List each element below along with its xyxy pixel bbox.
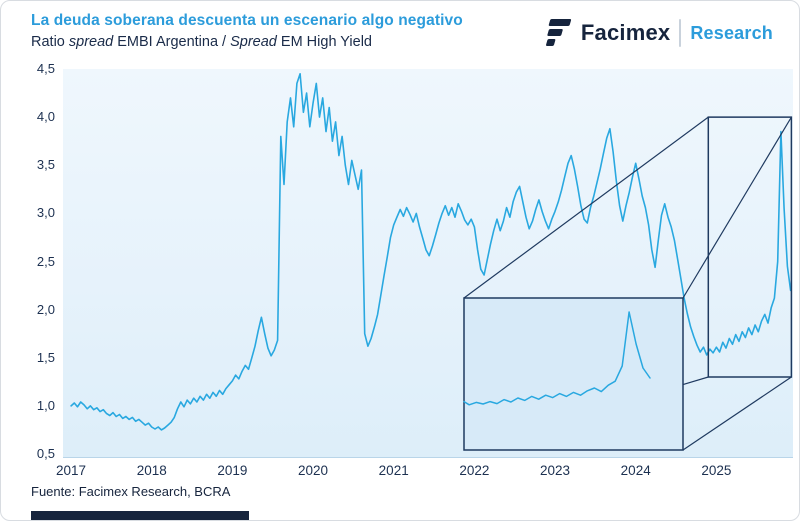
footer-accent-bar	[31, 511, 249, 520]
y-axis-tick-label: 1,0	[36, 397, 55, 413]
zoom-connector-line	[682, 376, 792, 451]
logo-division-text: Research	[690, 22, 773, 43]
subtitle-part: EMBI Argentina /	[113, 34, 231, 50]
x-axis-tick-label: 2025	[701, 463, 732, 478]
logo-divider	[679, 19, 682, 47]
ratio-line	[70, 73, 792, 431]
zoom-inset-box	[463, 297, 684, 451]
x-axis-tick-label: 2024	[620, 463, 651, 478]
subtitle-part: Ratio	[31, 34, 69, 50]
chart-canvas	[70, 73, 793, 451]
y-axis-tick-label: 4,0	[36, 109, 55, 125]
y-axis-tick-label: 2,5	[36, 253, 55, 269]
y-axis-tick-label: 4,5	[36, 61, 55, 76]
y-axis-tick-label: 2,0	[36, 301, 55, 317]
subtitle-part: Spread	[230, 34, 277, 50]
x-axis-tick-label: 2023	[540, 463, 571, 478]
x-axis-tick-label: 2021	[378, 463, 409, 478]
y-axis-tick-label: 3,0	[36, 205, 55, 221]
x-axis-tick-label: 2017	[56, 463, 87, 478]
y-axis-tick-label: 3,5	[36, 157, 55, 173]
facimex-logo-icon	[545, 19, 571, 46]
subtitle-part: spread	[68, 34, 114, 50]
subtitle-part: EM High Yield	[276, 34, 372, 50]
x-axis-tick-label: 2022	[459, 463, 490, 478]
source-note: Fuente: Facimex Research, BCRA	[31, 484, 231, 499]
facimex-logo: Facimex Research	[538, 17, 773, 49]
zoom-region-rect	[707, 116, 793, 378]
zoom-connector-line	[682, 116, 792, 299]
chart-subtitle: Ratio spread EMBI Argentina / Spread EM …	[31, 34, 372, 50]
y-axis-tick-label: 0,5	[36, 446, 55, 461]
x-axis-tick-label: 2020	[298, 463, 329, 478]
x-axis-tick-label: 2018	[136, 463, 167, 478]
y-axis-tick-label: 1,5	[36, 349, 55, 365]
x-axis-tick-label: 2019	[217, 463, 248, 478]
chart-title: La deuda soberana descuenta un escenario…	[31, 12, 463, 29]
zoom-inset-line	[463, 311, 651, 406]
logo-brand-text: Facimex	[580, 20, 671, 45]
zoom-connector-line	[463, 116, 709, 299]
line-chart	[63, 69, 793, 458]
